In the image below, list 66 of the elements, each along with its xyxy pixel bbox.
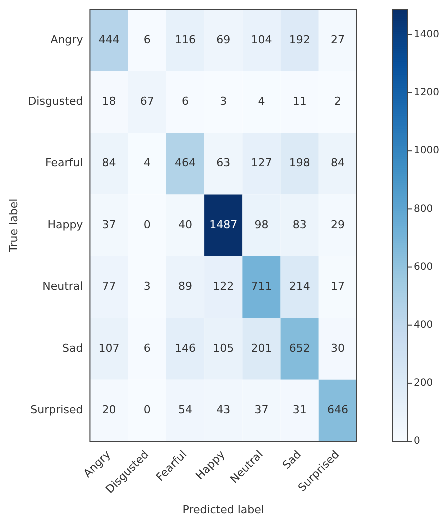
data-label: 652 <box>289 342 310 355</box>
data-label: 1487 <box>210 218 238 232</box>
color-bar-label: 1200 <box>414 88 440 99</box>
data-label: 127 <box>251 156 272 170</box>
data-label: 0 <box>144 404 151 417</box>
data-label: 84 <box>102 156 116 170</box>
data-label: 105 <box>213 342 234 355</box>
data-label: 192 <box>289 33 310 46</box>
y-tick-label: Surprised <box>30 404 84 417</box>
data-label: 89 <box>178 280 192 294</box>
y-tick-label: Disgusted <box>28 95 84 108</box>
data-label: 69 <box>216 33 231 46</box>
data-label: 11 <box>292 95 307 108</box>
color-bar-label: 1000 <box>414 146 440 157</box>
data-label: 6 <box>182 95 189 108</box>
data-label: 4 <box>144 156 151 170</box>
data-label: 6 <box>144 342 151 355</box>
y-tick-label: Fearful <box>46 156 84 170</box>
data-label: 83 <box>292 218 307 232</box>
data-label: 43 <box>216 404 231 417</box>
data-label: 0 <box>144 218 151 232</box>
data-label: 214 <box>289 280 310 294</box>
data-label: 201 <box>251 342 272 355</box>
data-label: 107 <box>98 342 120 355</box>
data-label: 104 <box>251 33 272 46</box>
data-label: 6 <box>144 33 151 46</box>
data-label: 98 <box>254 218 269 232</box>
data-label: 54 <box>178 404 192 417</box>
data-label: 116 <box>174 33 196 46</box>
data-label: 63 <box>216 156 231 170</box>
data-label: 20 <box>102 404 116 417</box>
color-bar-label: 0 <box>414 436 420 448</box>
data-label: 444 <box>98 33 120 46</box>
data-label: 37 <box>102 218 116 232</box>
color-bar-label: 1400 <box>414 29 440 40</box>
data-label: 3 <box>220 95 228 108</box>
data-label: 17 <box>330 280 345 294</box>
data-label: 40 <box>178 218 192 232</box>
y-tick-label: Angry <box>50 33 84 46</box>
data-label: 711 <box>251 280 272 294</box>
data-label: 31 <box>292 404 307 417</box>
data-label: 2 <box>334 95 342 108</box>
data-label: 18 <box>102 95 116 108</box>
y-tick-label: Sad <box>62 342 84 355</box>
data-label: 146 <box>174 342 196 355</box>
data-label: 29 <box>330 218 345 232</box>
x-axis-title: Predicted label <box>182 503 264 516</box>
data-label: 198 <box>289 156 310 170</box>
data-label: 84 <box>330 156 345 170</box>
data-label: 30 <box>330 342 345 355</box>
color-bar-label: 400 <box>414 320 434 331</box>
y-tick-label: Happy <box>48 218 84 232</box>
data-label: 67 <box>140 95 154 108</box>
data-label: 37 <box>254 404 269 417</box>
data-label: 4 <box>258 95 266 108</box>
color-bar-label: 200 <box>414 378 434 390</box>
data-label: 77 <box>102 280 116 294</box>
data-label: 3 <box>144 280 151 294</box>
data-label: 646 <box>327 404 348 417</box>
data-label: 122 <box>213 280 234 294</box>
color-bar-label: 600 <box>414 262 434 273</box>
y-tick-label: Neutral <box>42 280 84 294</box>
color-bar-label: 800 <box>414 204 434 215</box>
y-axis-title: True label <box>7 198 20 254</box>
data-label: 464 <box>174 156 196 170</box>
data-label: 27 <box>330 33 345 46</box>
